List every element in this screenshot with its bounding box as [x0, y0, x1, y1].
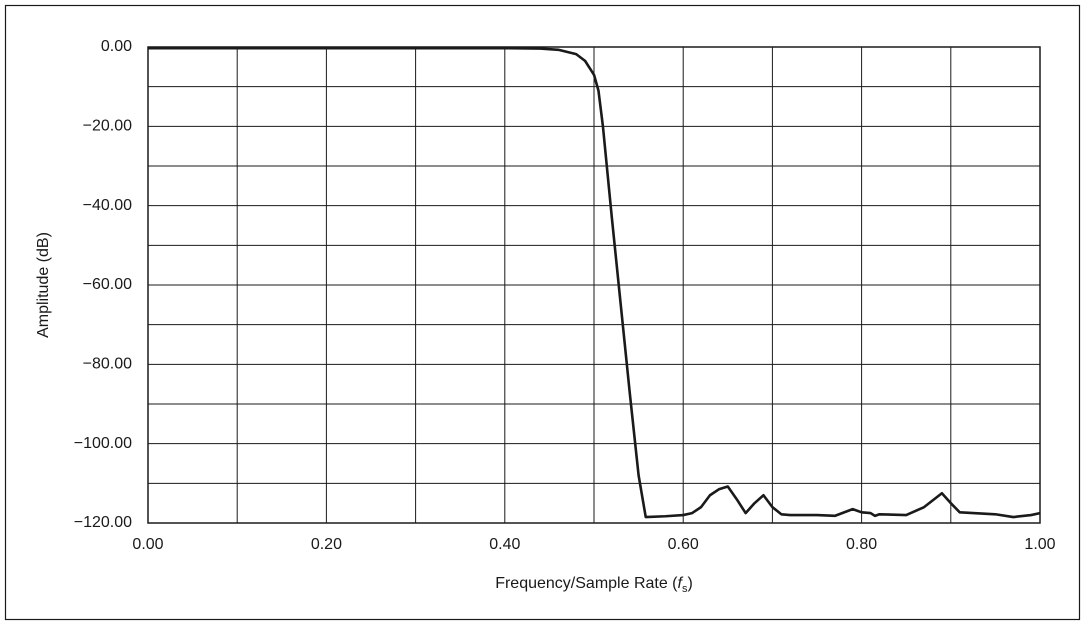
x-tick-label: 0.80	[846, 536, 877, 553]
y-tick-label: 0.00	[101, 38, 132, 55]
y-tick-label: −80.00	[83, 356, 132, 373]
x-tick-label: 0.40	[489, 536, 520, 553]
x-label-sub: s	[682, 583, 688, 595]
x-tick-label: 0.00	[132, 536, 163, 553]
plot-frame	[147, 46, 1041, 524]
outer-frame	[4, 4, 1081, 621]
x-tick-label: 1.00	[1024, 536, 1055, 553]
x-label-f: f	[678, 575, 684, 592]
x-tick-label: 0.20	[311, 536, 342, 553]
x-label-text: Frequency/Sample Rate (	[495, 575, 678, 592]
x-label-end: )	[687, 575, 692, 592]
x-tick-label: 0.60	[668, 536, 699, 553]
y-tick-label: −60.00	[83, 276, 132, 293]
y-tick-label: −40.00	[83, 197, 132, 214]
data-line	[148, 46, 1041, 519]
y-axis-label: Amplitude (dB)	[35, 232, 52, 338]
x-axis-label: Frequency/Sample Rate (fs)	[495, 575, 693, 595]
y-tick-label: −100.00	[74, 435, 132, 452]
y-tick-label: −120.00	[74, 514, 132, 531]
y-tick-label: −20.00	[83, 118, 132, 135]
